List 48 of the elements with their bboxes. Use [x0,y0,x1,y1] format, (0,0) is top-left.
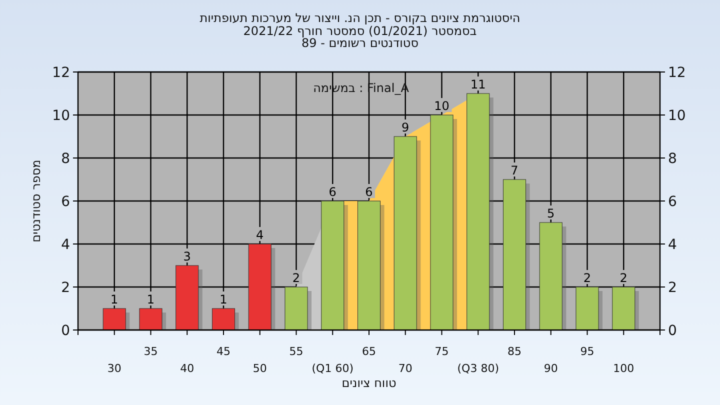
y2-tick-label: 2 [668,280,677,296]
x-tick-label: 100 [613,362,634,375]
data-label: 1 [220,292,228,306]
y-tick-label: 6 [61,194,70,210]
data-label: 3 [183,250,191,264]
x-tick-label: 90 [544,362,558,375]
y-tick-label: 2 [61,280,70,296]
x-tick-label: 75 [434,345,449,358]
y-axis-title: מספר סטודנטים [29,160,43,242]
x-tick-label: 45 [216,345,230,358]
chart-title: היסטוגרמת ציונים בקורס - תכן הנ. וייצור של מערכות תעופתיות [200,11,520,25]
data-label: 6 [365,185,373,199]
y2-tick-label: 10 [668,108,686,124]
data-label: 6 [328,185,336,199]
x-tick-label: 35 [144,345,158,358]
x-tick-label: 40 [180,362,194,375]
x-axis-title: טווח ציונים [342,376,396,390]
data-label: 1 [110,292,118,306]
data-label: 4 [256,228,264,242]
data-label: 2 [583,271,592,285]
x-tick-label: 55 [289,345,304,358]
x-tick-label: 65 [362,345,376,358]
x-tick-label: (Q1 60) [312,362,354,375]
x-tick-label: 50 [252,362,267,375]
y2-tick-label: 6 [668,194,677,210]
y-tick-label: 10 [52,108,70,124]
x-tick-label: 85 [508,345,522,358]
data-label: 11 [470,78,486,92]
data-label: 2 [292,271,300,285]
chart-subtitle: בסמסטר (01/2021) סמסטר חורף 2021/22 סטודנטים רשומים - 89 [243,24,477,50]
y2-tick-label: 12 [668,65,686,81]
y-tick-label: 12 [52,65,70,81]
x-tick-label: 70 [398,362,412,375]
y2-tick-label: 4 [668,237,677,253]
y-tick-label: 0 [61,323,70,339]
data-label: 9 [402,120,410,134]
y2-tick-label: 8 [668,151,677,167]
y-tick-label: 8 [61,151,70,167]
x-tick-label: 95 [580,345,594,358]
data-label: 5 [547,206,555,220]
x-tick-label: (Q3 80) [457,362,499,375]
data-label: 10 [434,99,450,113]
x-tick-label: 30 [107,362,122,375]
data-label: 2 [620,271,628,285]
data-label: 7 [510,164,518,178]
data-label: 1 [146,292,155,306]
y2-tick-label: 0 [668,323,677,339]
y-tick-label: 4 [61,237,70,253]
